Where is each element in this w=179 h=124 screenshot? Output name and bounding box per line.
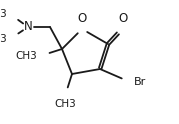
- Text: CH3: CH3: [15, 51, 37, 61]
- Text: CH3: CH3: [0, 9, 7, 19]
- Text: CH3: CH3: [0, 34, 7, 44]
- Text: CH3: CH3: [54, 99, 76, 109]
- Text: O: O: [118, 12, 128, 25]
- Text: N: N: [24, 20, 32, 33]
- Text: Br: Br: [134, 77, 146, 87]
- Text: O: O: [77, 12, 87, 25]
